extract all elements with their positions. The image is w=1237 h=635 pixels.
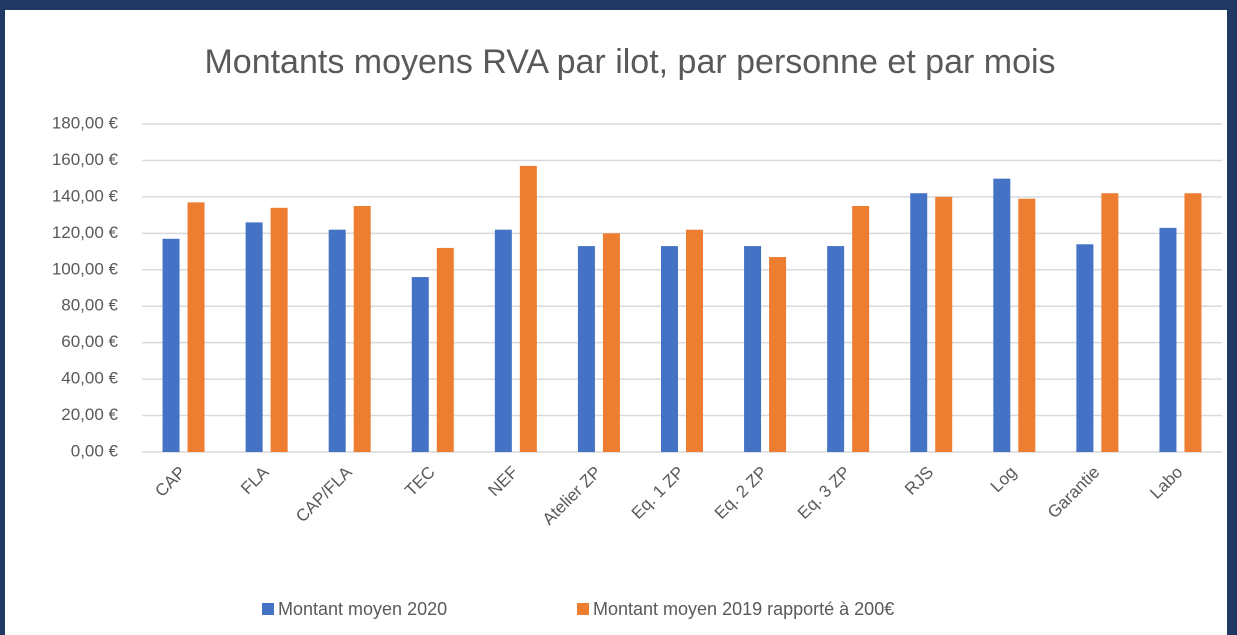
bar	[1184, 193, 1202, 452]
bar	[602, 233, 620, 452]
y-tick-label: 160,00 €	[52, 150, 119, 169]
bar	[1159, 227, 1177, 452]
y-tick-label: 80,00 €	[61, 296, 118, 315]
bar	[436, 247, 454, 452]
bar	[245, 222, 263, 452]
y-tick-label: 120,00 €	[52, 223, 119, 242]
bar	[1076, 244, 1094, 452]
bar	[827, 246, 845, 452]
bar	[935, 196, 953, 452]
legend-swatch	[577, 603, 589, 615]
bar	[769, 257, 787, 452]
bar	[661, 246, 678, 452]
bar	[270, 207, 288, 452]
bar	[411, 277, 429, 452]
legend-label: Montant moyen 2019 rapporté à 200€	[593, 599, 894, 619]
bar	[744, 246, 762, 452]
y-tick-label: 40,00 €	[61, 369, 118, 388]
legend-swatch	[262, 603, 274, 615]
bar	[187, 202, 205, 452]
bar	[494, 229, 512, 452]
y-tick-label: 0,00 €	[71, 441, 119, 460]
bar	[852, 206, 870, 452]
y-tick-label: 60,00 €	[61, 332, 118, 351]
bar	[910, 193, 928, 452]
y-tick-label: 180,00 €	[52, 113, 119, 132]
bar	[993, 178, 1011, 452]
y-tick-label: 20,00 €	[61, 405, 118, 424]
y-tick-label: 140,00 €	[52, 186, 119, 205]
chart-title: Montants moyens RVA par ilot, par person…	[204, 43, 1055, 81]
bar	[353, 206, 371, 452]
bar	[577, 246, 595, 452]
legend-label: Montant moyen 2020	[278, 599, 447, 619]
bar	[1018, 198, 1036, 452]
bar	[162, 238, 180, 452]
bar	[519, 165, 537, 452]
y-tick-label: 100,00 €	[52, 259, 119, 278]
bar	[328, 229, 346, 452]
bar	[686, 229, 703, 452]
bar	[1101, 193, 1119, 452]
